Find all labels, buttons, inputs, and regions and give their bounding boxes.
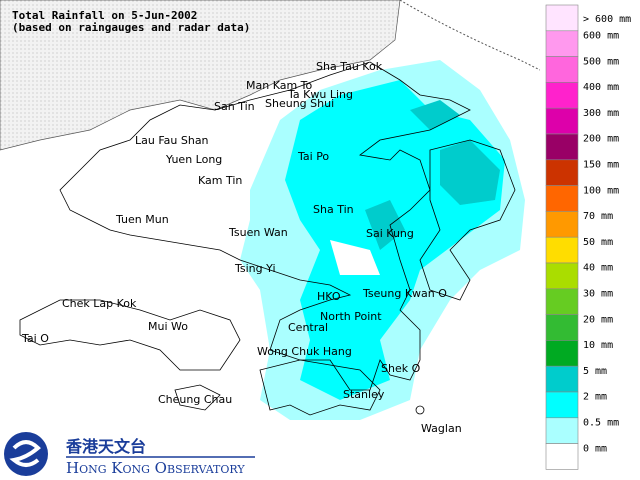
legend-label: 200 mm [583,134,619,145]
place-label: Sheung Shui [265,97,334,110]
legend-swatch [545,288,579,315]
place-label: Shek O [381,362,421,375]
place-label: Man Kam To [246,79,313,92]
legend-label: 70 mm [583,211,613,222]
place-label: Waglan [421,422,462,435]
place-label: HKO [317,290,341,303]
place-label: Tuen Mun [115,213,169,226]
legend-label: 50 mm [583,237,613,248]
place-label: Central [288,321,328,334]
legend-label: 40 mm [583,263,613,274]
title-line: (based on raingauges and radar data) [12,21,250,34]
place-label: Yuen Long [165,153,222,166]
logo: 香港天文台 Hong Kong Observatory [4,432,255,477]
legend-swatch [545,159,579,186]
legend-swatch [545,133,579,161]
place-label: Tsing Yi [234,262,276,275]
place-label: Kam Tin [198,174,242,187]
legend-swatch [545,443,579,470]
place-label: Sai Kung [366,227,414,240]
legend-label: 2 mm [583,392,607,403]
legend-swatch [545,262,579,290]
legend-swatch [545,56,579,83]
place-label: Sha Tin [313,203,354,216]
legend: > 600 mm 600 mm 500 mm 400 mm 300 mm 200 mm 15… [545,4,631,470]
place-label: North Point [320,310,382,323]
title-line: Total Rainfall on 5-Jun-2002 [12,9,197,22]
legend-swatch [545,314,579,341]
place-label: Sha Tau Kok [316,60,383,73]
legend-swatch [545,236,579,264]
place-label: San Tin [214,100,255,113]
logo-english: Hong Kong Observatory [66,459,245,477]
place-label: Tsuen Wan [228,226,288,239]
place-labels: Sha Tau Kok Man Kam To Ta Kwu Ling San T… [21,60,462,435]
legend-label: 100 mm [583,185,619,196]
place-label: Wong Chuk Hang [257,345,352,358]
legend-swatch [545,185,579,212]
legend-label: 400 mm [583,82,619,93]
place-label: Chek Lap Kok [62,297,137,310]
place-label: Stanley [343,388,385,401]
mainland [0,0,401,151]
legend-label: 30 mm [583,289,613,300]
legend-swatch [545,211,579,238]
legend-swatch [545,82,579,109]
legend-label: 10 mm [583,340,613,351]
legend-label: 300 mm [583,108,619,119]
place-label: Tai O [21,332,49,345]
legend-label: 5 mm [583,366,607,377]
coastline [19,61,516,416]
legend-label: 500 mm [583,56,619,67]
boundary [399,0,541,71]
legend-swatch [545,365,579,393]
legend-label: > 600 mm [583,14,631,25]
legend-swatch [545,30,579,57]
logo-chinese: 香港天文台 [65,437,146,456]
legend-label: 150 mm [583,160,619,171]
legend-swatch [545,340,579,367]
legend-label: 20 mm [583,314,613,325]
place-label: Cheung Chau [158,393,232,406]
legend-swatch [545,4,579,32]
place-label: Lau Fau Shan [135,134,209,147]
logo-emblem-mark [9,440,41,467]
legend-label: 600 mm [583,31,619,42]
legend-swatch [545,107,579,135]
rainfall [240,60,525,420]
place-label: Tseung Kwan O [362,287,447,300]
place-label: Ta Kwu Ling [287,88,353,101]
legend-label: 0 mm [583,443,607,454]
legend-swatch [545,417,579,444]
place-label: Mui Wo [148,320,188,333]
legend-swatch [545,391,579,419]
legend-label: 0.5 mm [583,418,619,429]
place-label: Tai Po [297,150,329,163]
